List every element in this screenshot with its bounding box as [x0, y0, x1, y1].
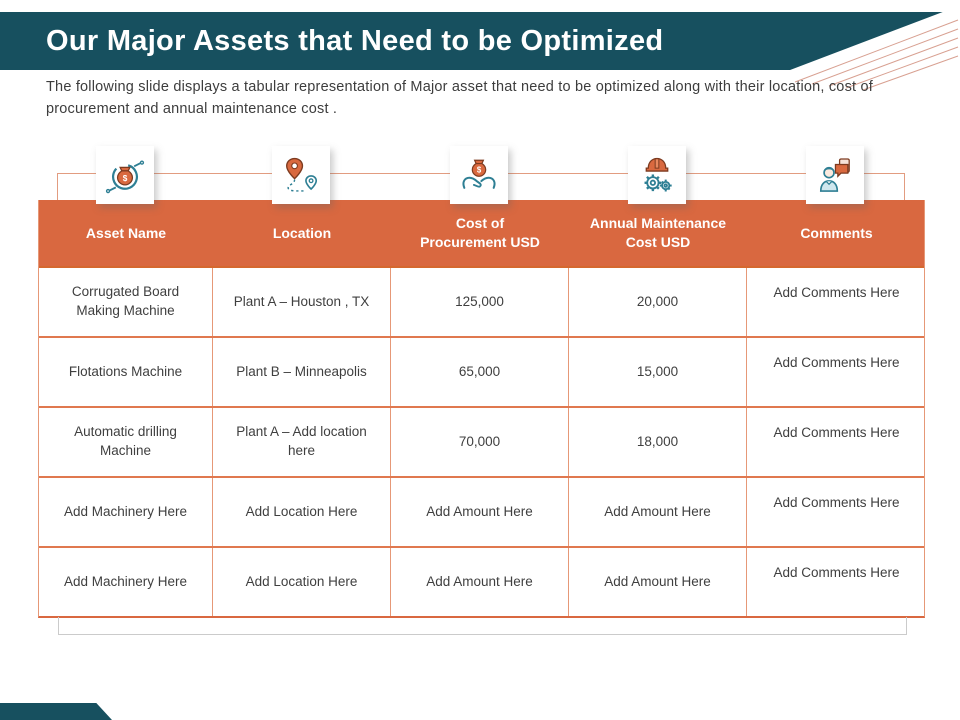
- table-cell: Flotations Machine: [39, 338, 213, 406]
- table-cell: Add Comments Here: [773, 495, 900, 510]
- svg-text:$: $: [477, 166, 482, 175]
- table-cell: Plant A – Add location here: [213, 408, 391, 476]
- table-cell: Corrugated Board Making Machine: [39, 268, 213, 336]
- money-cycle-icon: $: [96, 146, 154, 204]
- table-cell: Plant B – Minneapolis: [213, 338, 391, 406]
- table-cell: Add Comments Here: [773, 355, 900, 370]
- footer-accent-shape: [0, 703, 112, 720]
- column-header: Cost of Procurement USD: [420, 215, 540, 250]
- person-chat-icon: [806, 146, 864, 204]
- table-row: Add Machinery Here Add Location Here Add A…: [39, 546, 924, 616]
- page-title: Our Major Assets that Need to be Optimiz…: [46, 24, 664, 57]
- slide-description: The following slide displays a tabular r…: [46, 79, 873, 117]
- table-cell: Plant A – Houston , TX: [213, 268, 391, 336]
- table-body: Corrugated Board Making Machine Plant A –…: [39, 266, 924, 616]
- table-header-row: Asset Name Location Cost of Procurement US…: [39, 200, 924, 266]
- table-row: Automatic drilling Machine Plant A – Add …: [39, 406, 924, 476]
- table-bottom-bracket: [58, 617, 907, 635]
- table-cell: Add Location Here: [213, 478, 391, 546]
- column-header: Comments: [800, 224, 873, 241]
- helmet-gears-icon: [628, 146, 686, 204]
- svg-text:$: $: [123, 174, 128, 183]
- table-cell: Add Comments Here: [773, 565, 900, 580]
- column-header: Asset Name: [85, 224, 167, 241]
- table-cell: Add Amount Here: [391, 548, 569, 616]
- table-cell: Add Amount Here: [391, 478, 569, 546]
- table-cell: Add Amount Here: [569, 548, 747, 616]
- title-bar: Our Major Assets that Need to be Optimiz…: [0, 12, 943, 70]
- table-cell: 15,000: [569, 338, 747, 406]
- table-cell: Add Comments Here: [773, 285, 900, 300]
- location-pins-icon: [272, 146, 330, 204]
- table-cell: 18,000: [569, 408, 747, 476]
- table-cell: Add Amount Here: [569, 478, 747, 546]
- table-cell: 20,000: [569, 268, 747, 336]
- table-cell: Add Machinery Here: [39, 548, 213, 616]
- table-row: Corrugated Board Making Machine Plant A –…: [39, 266, 924, 336]
- table-cell: Add Comments Here: [773, 425, 900, 440]
- table-cell: 65,000: [391, 338, 569, 406]
- column-header: Annual Maintenance Cost USD: [589, 215, 727, 250]
- assets-table: Asset Name Location Cost of Procurement US…: [38, 200, 925, 618]
- table-cell: Automatic drilling Machine: [39, 408, 213, 476]
- table-cell: 70,000: [391, 408, 569, 476]
- table-row: Flotations Machine Plant B – Minneapolis 6…: [39, 336, 924, 406]
- table-cell: Add Machinery Here: [39, 478, 213, 546]
- hands-money-icon: $: [450, 146, 508, 204]
- table-cell: Add Location Here: [213, 548, 391, 616]
- table-cell: 125,000: [391, 268, 569, 336]
- table-row: Add Machinery Here Add Location Here Add A…: [39, 476, 924, 546]
- column-header: Location: [272, 224, 332, 241]
